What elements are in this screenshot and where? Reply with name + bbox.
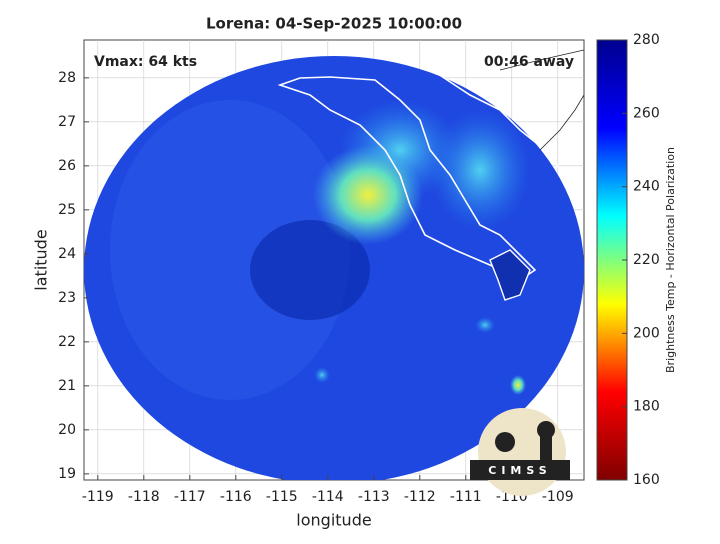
- y-tick-label: 27: [58, 114, 76, 130]
- y-tick-label: 23: [58, 290, 76, 306]
- x-tick-label: -114: [312, 489, 344, 505]
- logo-text: CIMSS: [488, 464, 551, 477]
- x-tick-label: -116: [220, 489, 252, 505]
- annotation: Vmax: 64 kts: [94, 54, 197, 70]
- y-tick-label: 25: [58, 202, 76, 218]
- colorbar-tick-label: 200: [633, 325, 660, 341]
- x-tick-label: -113: [358, 489, 390, 505]
- x-axis-label: longitude: [296, 511, 371, 530]
- colorbar-tick-label: 260: [633, 105, 660, 121]
- y-tick-label: 20: [58, 422, 76, 438]
- colorbar-tick-label: 280: [633, 32, 660, 48]
- x-tick-label: -109: [542, 489, 574, 505]
- colorbar-label: Brightness Temp - Horizontal Polarizatio…: [664, 147, 677, 373]
- y-tick-label: 24: [58, 246, 76, 262]
- x-tick-label: -112: [404, 489, 436, 505]
- x-tick-label: -118: [128, 489, 160, 505]
- x-tick-label: -115: [266, 489, 298, 505]
- x-tick-label: -119: [82, 489, 114, 505]
- y-tick-label: 19: [58, 466, 76, 482]
- colorbar-tick-label: 180: [633, 399, 660, 415]
- annotation: 00:46 away: [484, 54, 574, 70]
- colorbar-tick-label: 160: [633, 472, 660, 488]
- colorbar-tick-label: 240: [633, 179, 660, 195]
- y-tick-label: 26: [58, 158, 76, 174]
- x-tick-label: -117: [174, 489, 206, 505]
- y-tick-label: 21: [58, 378, 76, 394]
- logo: CIMSS: [470, 408, 570, 496]
- y-tick-label: 22: [58, 334, 76, 350]
- x-tick-label: -111: [450, 489, 482, 505]
- y-tick-label: 28: [58, 70, 76, 86]
- colorbar-tick-label: 220: [633, 252, 660, 268]
- chart-title: Lorena: 04-Sep-2025 10:00:00: [206, 15, 462, 33]
- satellite-image: [84, 49, 584, 480]
- y-axis-label: latitude: [32, 229, 51, 290]
